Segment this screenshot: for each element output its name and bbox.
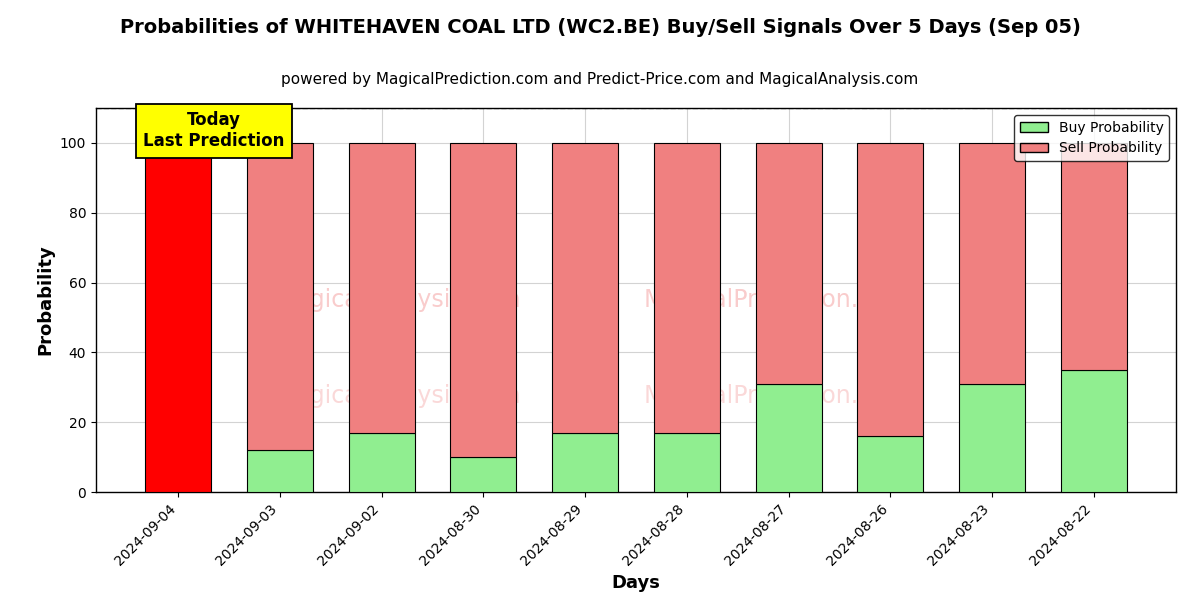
- Bar: [450, 457, 516, 492]
- Bar: [857, 143, 924, 436]
- Bar: [857, 436, 924, 492]
- Bar: [552, 143, 618, 433]
- Bar: [756, 384, 822, 492]
- Text: Probabilities of WHITEHAVEN COAL LTD (WC2.BE) Buy/Sell Signals Over 5 Days (Sep : Probabilities of WHITEHAVEN COAL LTD (WC…: [120, 18, 1080, 37]
- Bar: [145, 143, 211, 492]
- Bar: [756, 143, 822, 384]
- Bar: [348, 143, 415, 433]
- Bar: [654, 143, 720, 433]
- Y-axis label: Probability: Probability: [36, 245, 54, 355]
- Bar: [959, 143, 1025, 384]
- Text: MagicalAnalysis.com: MagicalAnalysis.com: [276, 384, 521, 408]
- X-axis label: Days: Days: [612, 574, 660, 592]
- Text: MagicalAnalysis.com: MagicalAnalysis.com: [276, 288, 521, 312]
- Bar: [654, 433, 720, 492]
- Legend: Buy Probability, Sell Probability: Buy Probability, Sell Probability: [1014, 115, 1169, 161]
- Bar: [1061, 143, 1127, 370]
- Text: MagicalPrediction.com: MagicalPrediction.com: [643, 288, 910, 312]
- Text: powered by MagicalPrediction.com and Predict-Price.com and MagicalAnalysis.com: powered by MagicalPrediction.com and Pre…: [281, 72, 919, 87]
- Text: Today
Last Prediction: Today Last Prediction: [143, 112, 284, 150]
- Bar: [247, 143, 313, 450]
- Bar: [450, 143, 516, 457]
- Bar: [247, 450, 313, 492]
- Bar: [348, 433, 415, 492]
- Bar: [552, 433, 618, 492]
- Bar: [1061, 370, 1127, 492]
- Bar: [959, 384, 1025, 492]
- Text: MagicalPrediction.com: MagicalPrediction.com: [643, 384, 910, 408]
